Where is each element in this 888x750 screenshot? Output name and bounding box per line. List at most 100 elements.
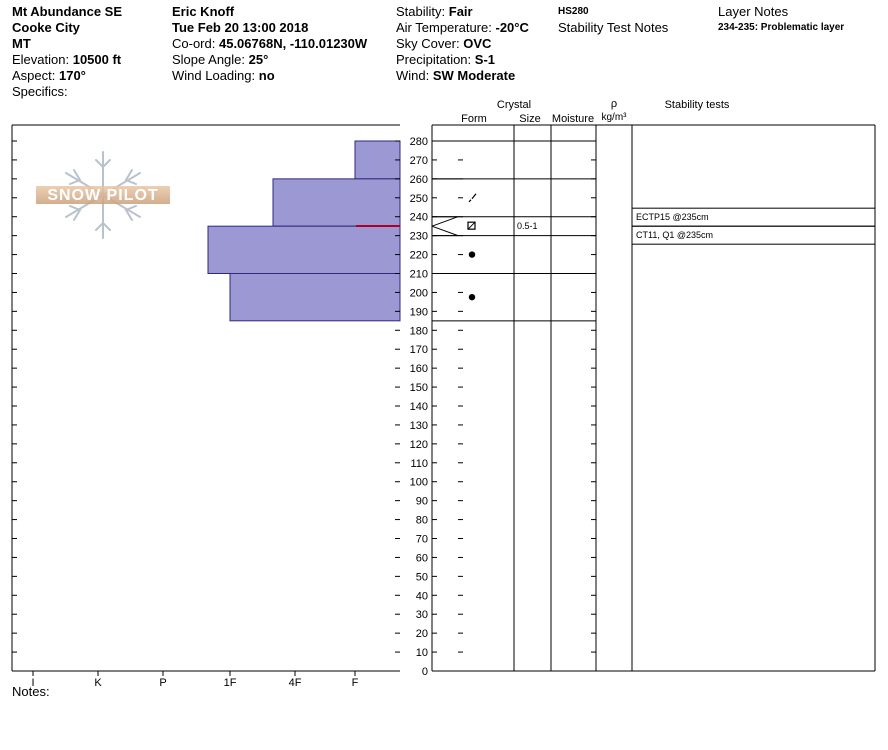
stability-label: Stability:	[396, 4, 446, 19]
elevation-value: 10500 ft	[72, 52, 122, 67]
sky-label: Sky Cover:	[396, 36, 460, 51]
depth-label-150: 150	[410, 382, 428, 394]
hardness-bar-1	[272, 178, 401, 227]
air-temp-label: Air Temperature:	[396, 20, 492, 35]
depth-label-20: 20	[416, 628, 428, 640]
stability-test-text-0: ECTP15 @235cm	[636, 212, 709, 222]
depth-label-90: 90	[416, 496, 428, 508]
hardness-label-1f: 1F	[224, 677, 237, 689]
depth-label-240: 240	[410, 212, 428, 224]
depth-label-100: 100	[410, 477, 428, 489]
hardness-label-f: F	[352, 677, 359, 689]
layer-notes-label: Layer Notes	[718, 4, 789, 19]
layer-notes-info: Layer Notes 234-235: Problematic layer	[718, 4, 844, 36]
layer-note-text: 234-235: Problematic layer	[718, 22, 845, 33]
stability-tests-header: Stability tests	[665, 99, 730, 111]
depth-label-280: 280	[410, 136, 428, 148]
observer-name: Eric Knoff	[172, 4, 235, 19]
depth-label-270: 270	[410, 155, 428, 167]
faceted-grain-icon	[467, 221, 476, 230]
aspect-value: 170°	[58, 68, 86, 83]
observer-info: Eric Knoff Tue Feb 20 13:00 2018 Co-ord:…	[172, 4, 367, 84]
faceted-grain-icon-slash	[467, 221, 476, 230]
coord-row: Co-ord: 45.06768N, -110.01230W	[172, 36, 367, 52]
elevation-row: Elevation: 10500 ft	[12, 52, 122, 68]
layer-table	[431, 124, 876, 672]
hs-info: HS280 Stability Test Notes	[558, 4, 668, 36]
rounded-grain-icon	[468, 293, 476, 301]
depth-label-170: 170	[410, 344, 428, 356]
notes-label: Notes:	[12, 684, 50, 699]
depth-label-130: 130	[410, 420, 428, 432]
stability-test-row-1	[631, 225, 876, 245]
slope-row: Slope Angle: 25°	[172, 52, 367, 68]
depth-label-70: 70	[416, 534, 428, 546]
decomposing-grain-icon	[468, 193, 477, 203]
specifics-label: Specifics:	[12, 84, 68, 99]
wind-label: Wind:	[396, 68, 430, 83]
sky-row: Sky Cover: OVC	[396, 36, 529, 52]
hardness-bar-3	[229, 273, 401, 322]
stability-notes-label: Stability Test Notes	[558, 20, 669, 35]
depth-label-210: 210	[410, 269, 428, 281]
depth-label-140: 140	[410, 401, 428, 413]
depth-label-40: 40	[416, 590, 428, 602]
depth-label-30: 30	[416, 609, 428, 621]
state-name: MT	[12, 36, 31, 51]
weather-info: Stability: Fair Air Temperature: -20°C S…	[396, 4, 529, 84]
coord-value: 45.06768N, -110.01230W	[218, 36, 368, 51]
air-temp-row: Air Temperature: -20°C	[396, 20, 529, 36]
logo-wordmark: SNOW PILOT	[47, 187, 158, 204]
wind-loading-value: no	[258, 68, 275, 83]
wind-loading-row: Wind Loading: no	[172, 68, 367, 84]
depth-label-180: 180	[410, 325, 428, 337]
slope-label: Slope Angle:	[172, 52, 246, 67]
depth-label-0: 0	[422, 666, 428, 678]
depth-label-110: 110	[410, 458, 428, 470]
area-name: Cooke City	[12, 20, 80, 35]
hardness-label-k: K	[94, 677, 102, 689]
depth-label-190: 190	[410, 306, 428, 318]
precip-row: Precipitation: S-1	[396, 52, 529, 68]
density-unit-header: kg/m³	[602, 112, 628, 123]
hardness-label-p: P	[159, 677, 166, 689]
rounded-grain-icon	[468, 251, 476, 258]
stability-test-text-1: CT11, Q1 @235cm	[636, 230, 713, 240]
size-header: Size	[519, 113, 540, 125]
depth-label-250: 250	[410, 193, 428, 205]
depth-label-80: 80	[416, 515, 428, 527]
aspect-label: Aspect:	[12, 68, 56, 83]
hardness-bar-2	[207, 225, 401, 275]
hardness-profile-frame	[11, 124, 400, 672]
location-name: Mt Abundance SE	[12, 4, 123, 19]
snowpilot-logo: SNOW PILOT	[36, 151, 170, 239]
air-temp-value: -20°C	[495, 20, 529, 35]
slope-value: 25°	[248, 52, 269, 67]
form-header: Form	[461, 113, 487, 125]
depth-label-160: 160	[410, 363, 428, 375]
grain-size-2: 0.5-1	[517, 221, 538, 231]
moisture-header: Moisture	[552, 113, 594, 125]
hardness-label-4f: 4F	[289, 677, 302, 689]
coord-label: Co-ord:	[172, 36, 216, 51]
crystal-header: Crystal	[497, 99, 531, 111]
depth-label-120: 120	[410, 439, 428, 451]
site-info: Mt Abundance SE Cooke City MT Elevation:…	[12, 4, 122, 100]
test-pointer	[431, 216, 459, 237]
depth-label-260: 260	[410, 174, 428, 186]
depth-label-220: 220	[410, 250, 428, 262]
hs-value: HS280	[558, 6, 589, 17]
stability-value: Fair	[448, 4, 473, 19]
precip-label: Precipitation:	[396, 52, 472, 67]
wind-loading-label: Wind Loading:	[172, 68, 256, 83]
depth-label-230: 230	[410, 231, 428, 243]
stability-row: Stability: Fair	[396, 4, 529, 20]
depth-label-10: 10	[416, 647, 428, 659]
sky-value: OVC	[463, 36, 492, 51]
depth-label-60: 60	[416, 552, 428, 564]
precip-value: S-1	[474, 52, 496, 67]
elevation-label: Elevation:	[12, 52, 70, 67]
rho-header: ρ	[611, 98, 617, 110]
depth-label-50: 50	[416, 571, 428, 583]
